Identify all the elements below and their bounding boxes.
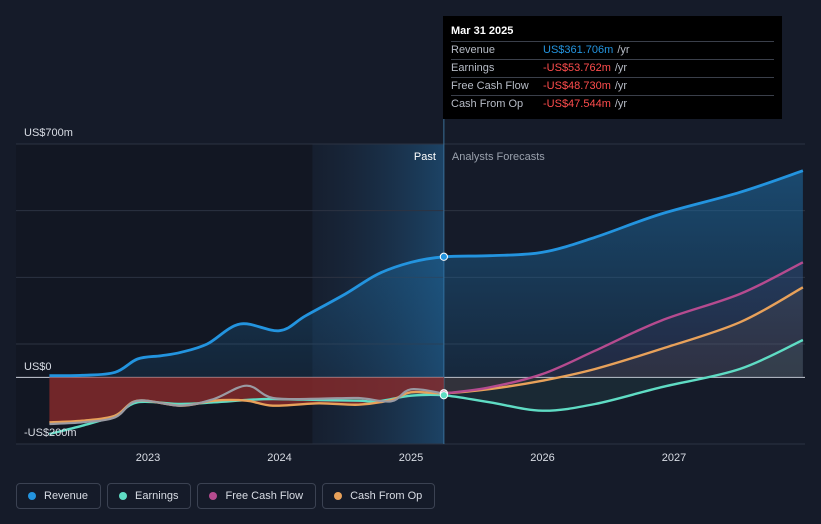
hover-markers <box>439 252 448 400</box>
legend-label: Cash From Op <box>350 490 423 502</box>
tooltip-row-label: Earnings <box>451 62 495 74</box>
tooltip-row: Free Cash Flow -US$48.730m/yr <box>451 77 774 95</box>
cash-from-op-forecast-area <box>443 287 803 394</box>
revenue-line <box>49 169 804 378</box>
tooltip-row-value: -US$53.762m <box>543 62 611 74</box>
y-label-bottom: -US$200m <box>24 427 77 439</box>
x-tick-label: 2026 <box>530 452 554 464</box>
legend-item-earnings[interactable]: Earnings <box>107 483 192 509</box>
series-lines <box>49 169 804 436</box>
free-cash-flow-forecast-area <box>443 262 803 394</box>
tooltip-row: Revenue US$361.706m/yr <box>451 41 774 59</box>
tooltip-row: Earnings -US$53.762m/yr <box>451 59 774 77</box>
free-cash-flow-line <box>443 261 804 395</box>
tooltip-row: Cash From Op -US$47.544m/yr <box>451 95 774 113</box>
legend-item-cash-from-op[interactable]: Cash From Op <box>322 483 436 509</box>
x-tick-label: 2025 <box>399 452 423 464</box>
tooltip-row-label: Free Cash Flow <box>451 80 529 92</box>
legend-label: Free Cash Flow <box>225 490 304 502</box>
past-label: Past <box>414 151 436 163</box>
forecast-label: Analysts Forecasts <box>452 151 545 163</box>
tooltip-row-unit: /yr <box>614 98 628 110</box>
legend-dot-icon <box>119 492 128 500</box>
tooltip-row-label: Revenue <box>451 44 496 56</box>
tooltip-rows: Revenue US$361.706m/yr Earnings -US$53.762m… <box>451 41 774 113</box>
earnings-line <box>49 338 804 436</box>
legend-label: Revenue <box>44 490 89 502</box>
x-tick-label: 2023 <box>136 452 160 464</box>
tooltip-row-unit: /yr <box>614 62 628 74</box>
x-tick-label: 2027 <box>662 452 686 464</box>
y-label-zero: US$0 <box>24 361 52 373</box>
free-cash-flow-past-line <box>49 384 445 426</box>
chart-legend: Revenue Earnings Free Cash Flow Cash From O… <box>16 483 436 511</box>
earnings-marker <box>439 391 448 400</box>
legend-label: Earnings <box>135 490 179 502</box>
revenue-marker <box>439 252 448 261</box>
y-label-top: US$700m <box>24 127 73 139</box>
legend-dot-icon <box>209 492 218 500</box>
tooltip-row-value: US$361.706m <box>543 44 614 56</box>
x-tick-label: 2024 <box>267 452 291 464</box>
legend-dot-icon <box>334 492 343 500</box>
earnings-forecast-area <box>443 340 803 411</box>
legend-item-revenue[interactable]: Revenue <box>16 483 102 509</box>
hover-tooltip: Mar 31 2025 Revenue US$361.706m/yr Earning… <box>443 16 782 119</box>
legend-dot-icon <box>28 492 36 500</box>
axis-labels: US$700m US$0 -US$200m Past Analysts Forecast… <box>24 127 686 464</box>
tooltip-date: Mar 31 2025 <box>451 25 514 37</box>
legend-item-free-cash-flow[interactable]: Free Cash Flow <box>197 483 317 509</box>
tooltip-row-unit: /yr <box>617 44 630 56</box>
tooltip-row-label: Cash From Op <box>451 98 524 110</box>
tooltip-row-unit: /yr <box>614 80 628 92</box>
tooltip-row-value: -US$47.544m <box>543 98 611 110</box>
tooltip-row-value: -US$48.730m <box>543 80 611 92</box>
